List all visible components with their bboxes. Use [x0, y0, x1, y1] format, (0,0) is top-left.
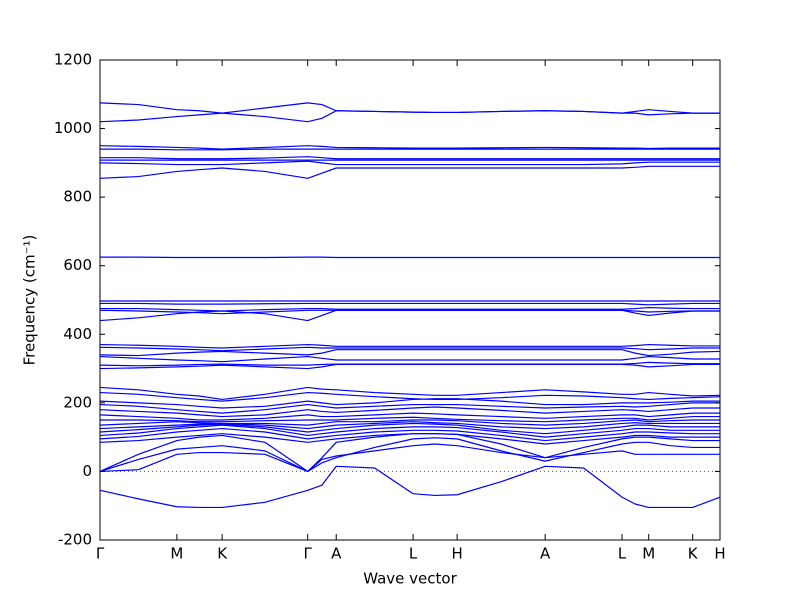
band-line	[99, 343, 720, 349]
y-tick-label: -200	[58, 531, 92, 549]
x-axis-label: Wave vector	[363, 570, 457, 588]
band-line	[99, 465, 721, 509]
band-line	[99, 422, 720, 435]
y-tick-label: 0	[82, 462, 92, 480]
band-line	[99, 419, 720, 426]
band-line	[99, 160, 720, 166]
x-tick-label: M	[170, 545, 183, 563]
y-axis-label: Frequency (cm⁻¹)	[21, 235, 39, 366]
band-line	[99, 427, 720, 442]
x-tick-label: K	[688, 545, 699, 563]
band-line	[99, 412, 720, 421]
x-tick-label: A	[331, 545, 342, 563]
band-line	[99, 443, 720, 473]
x-tick-label: A	[540, 545, 551, 563]
band-line	[100, 148, 720, 151]
y-tick-label: 600	[63, 256, 92, 274]
band-line	[99, 402, 720, 414]
band-line	[99, 386, 721, 401]
x-tick-label: H	[714, 545, 725, 563]
x-tick-label: H	[451, 545, 462, 563]
plot-area	[99, 102, 721, 509]
y-tick-label: 1000	[54, 119, 92, 137]
band-line	[99, 349, 721, 357]
band-line	[99, 309, 720, 322]
x-tick-label: M	[642, 545, 655, 563]
band-line	[99, 355, 720, 363]
band-line	[100, 302, 720, 306]
band-line	[99, 421, 720, 430]
band-line	[99, 406, 720, 418]
x-tick-label: L	[618, 545, 627, 563]
y-tick-label: 800	[63, 188, 92, 206]
band-line	[99, 424, 720, 438]
band-line	[99, 165, 720, 179]
band-line	[99, 433, 720, 473]
band-line	[99, 110, 720, 123]
band-line	[100, 415, 720, 423]
band-line	[99, 398, 720, 409]
band-line	[99, 437, 720, 473]
y-tick-label: 200	[63, 393, 92, 411]
y-tick-label: 400	[63, 325, 92, 343]
x-tick-label: Γ	[96, 545, 105, 563]
x-tick-label: Γ	[304, 545, 313, 563]
band-line	[99, 145, 720, 150]
band-line	[99, 363, 720, 370]
x-tick-label: K	[217, 545, 228, 563]
y-tick-label: 1200	[54, 51, 92, 69]
band-line	[100, 306, 720, 312]
x-tick-label: L	[409, 545, 418, 563]
band-line	[99, 346, 720, 352]
band-line	[100, 156, 720, 160]
axes-frame	[99, 59, 721, 541]
